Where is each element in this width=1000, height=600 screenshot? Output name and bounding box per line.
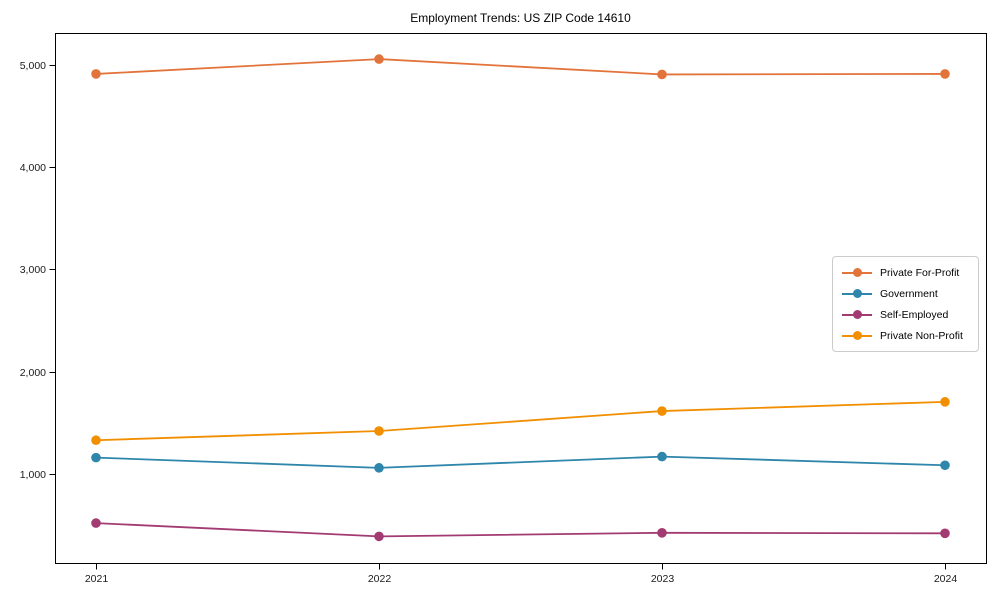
legend-label: Private Non-Profit xyxy=(880,329,963,342)
x-tick-label: 2022 xyxy=(368,573,392,585)
data-point-private-non-profit xyxy=(657,406,667,416)
legend-line-marker-icon xyxy=(842,288,872,299)
legend-item-self-employed: Self-Employed xyxy=(842,306,969,323)
y-tick-label: 5,000 xyxy=(20,60,46,72)
y-tick-label: 1,000 xyxy=(20,469,46,481)
x-tick-label: 2024 xyxy=(934,573,958,585)
data-point-private-non-profit xyxy=(374,426,384,436)
y-tick-label: 3,000 xyxy=(20,264,46,276)
y-tick-label: 2,000 xyxy=(20,367,46,379)
legend-label: Government xyxy=(880,287,938,300)
data-point-private-for-profit xyxy=(91,69,101,79)
legend-line-marker-icon xyxy=(842,267,872,278)
data-point-self-employed xyxy=(657,528,667,538)
data-point-self-employed xyxy=(940,528,950,539)
x-tick-label: 2021 xyxy=(85,573,109,585)
data-point-private-non-profit xyxy=(91,435,101,446)
data-point-private-for-profit xyxy=(657,69,667,80)
series-line-self-employed xyxy=(95,522,946,538)
data-point-government xyxy=(940,460,950,471)
legend-line-marker-icon xyxy=(842,309,872,320)
legend-label: Private For-Profit xyxy=(880,266,960,279)
axis-ticks xyxy=(49,65,946,570)
legend-item-private-for-profit: Private For-Profit xyxy=(842,264,969,281)
data-point-self-employed xyxy=(374,531,384,542)
legend-item-government: Government xyxy=(842,285,969,302)
data-point-self-employed xyxy=(91,518,101,528)
y-tick-label: 4,000 xyxy=(20,162,46,174)
legend-item-private-non-profit: Private Non-Profit xyxy=(842,327,969,344)
data-point-government xyxy=(657,451,667,462)
data-point-private-for-profit xyxy=(940,69,950,79)
data-point-government xyxy=(374,463,384,473)
series-line-private-for-profit xyxy=(95,58,946,76)
data-point-private-for-profit xyxy=(374,54,384,64)
x-tick-label: 2023 xyxy=(651,573,675,585)
legend-label: Self-Employed xyxy=(880,308,949,321)
axes-frame xyxy=(55,33,987,564)
axis-tick-labels: 1,000 2,000 3,000 4,000 5,000 2021 2022 2023 202… xyxy=(20,60,958,585)
chart-title: Employment Trends: US ZIP Code 14610 xyxy=(410,11,631,25)
data-point-government xyxy=(91,452,101,463)
data-point-private-non-profit xyxy=(940,397,950,407)
data-series xyxy=(91,54,950,542)
series-line-government xyxy=(95,455,946,469)
series-line-private-non-profit xyxy=(95,400,946,442)
plot-border xyxy=(55,33,987,564)
chart-legend: Private For-Profit Government Self-Emplo… xyxy=(832,256,979,352)
legend-line-marker-icon xyxy=(842,330,872,341)
